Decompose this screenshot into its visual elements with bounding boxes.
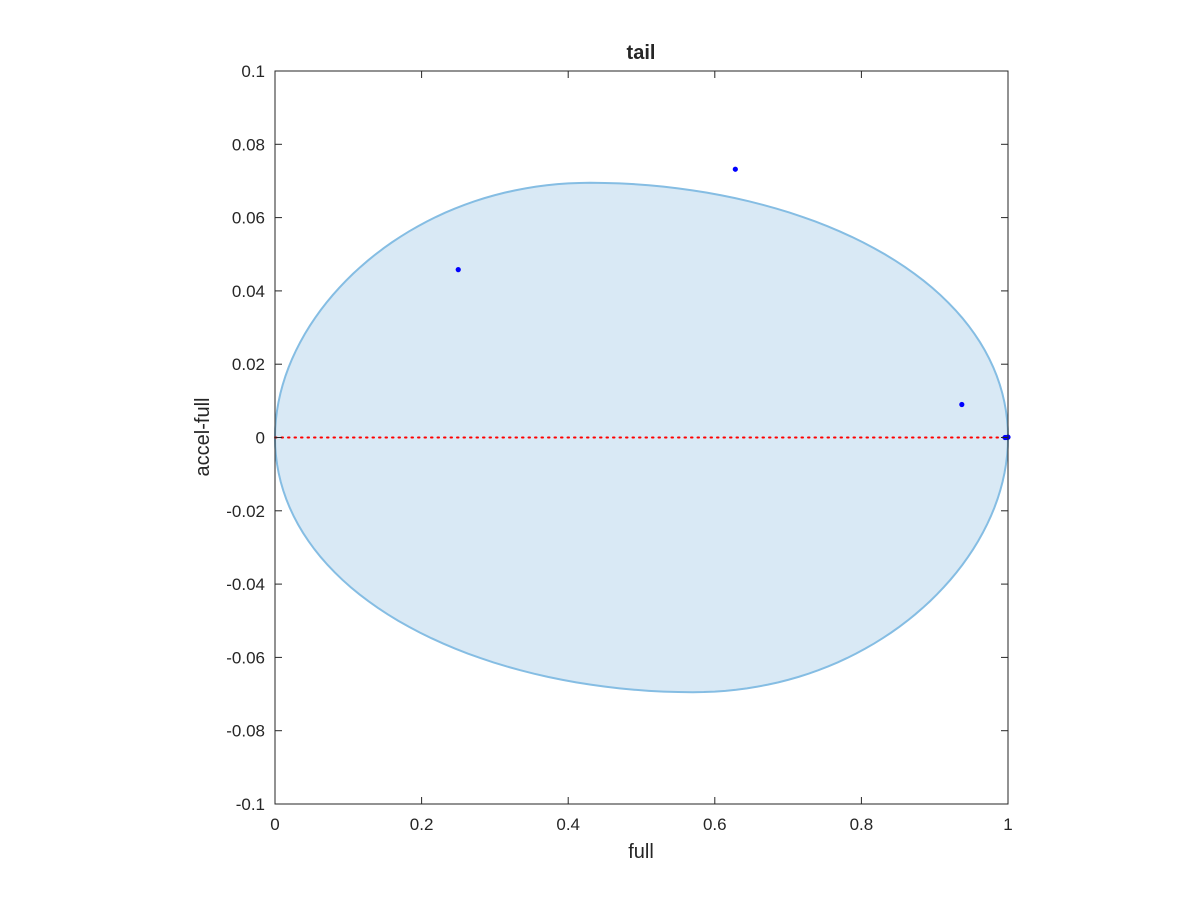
y-tick-label: -0.1 [236,795,265,814]
y-tick-label: 0.04 [232,282,265,301]
y-tick-label: -0.02 [226,502,265,521]
data-point [455,267,461,273]
y-tick-label: 0.08 [232,135,265,154]
x-tick-label: 0.6 [703,815,727,834]
y-tick-label: -0.06 [226,648,265,667]
x-axis-label: full [628,841,654,863]
data-point [732,166,738,172]
x-ticks: 0 0.2 0.4 0.6 0.8 1 [270,71,1013,834]
y-tick-label: -0.08 [226,722,265,741]
x-tick-label: 0 [270,815,279,834]
y-ticks: 0.1 0.08 0.06 0.04 0.02 0 -0.02 -0.04 -0.06 -0.08… [226,62,1008,814]
y-tick-label: -0.04 [226,575,265,594]
chart-title: tail [627,42,656,64]
y-axis-label: accel-full [192,398,214,477]
x-tick-label: 1 [1003,815,1012,834]
x-tick-label: 0.8 [850,815,874,834]
y-tick-label: 0.1 [241,62,265,81]
y-tick-label: 0 [256,429,265,448]
x-tick-label: 0.4 [556,815,580,834]
y-tick-label: 0.06 [232,209,265,228]
y-tick-label: 0.02 [232,355,265,374]
data-point [959,401,965,408]
x-tick-label: 0.2 [410,815,434,834]
